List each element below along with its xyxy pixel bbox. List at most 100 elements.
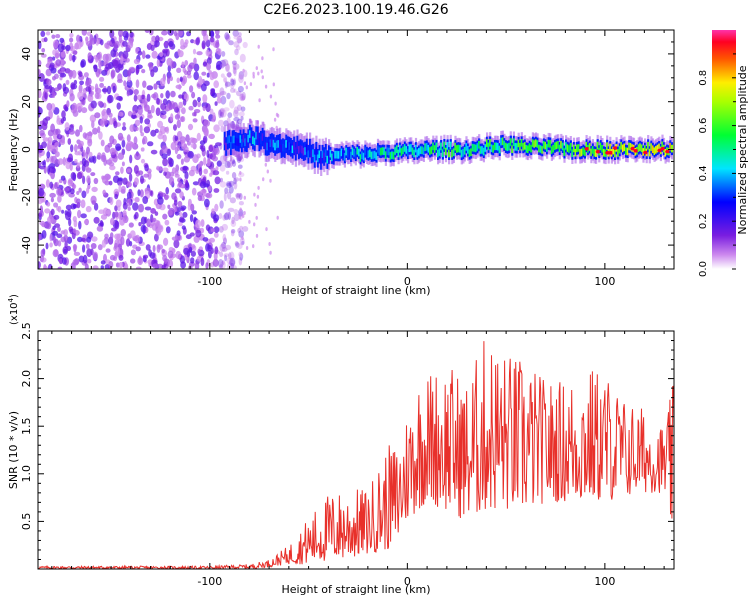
noise-cell — [76, 198, 81, 205]
noise-cell — [78, 187, 82, 193]
noise-cell — [120, 55, 124, 65]
noise-cell — [115, 143, 122, 152]
noise-cell — [82, 132, 87, 139]
noise-cell — [139, 116, 143, 124]
noise-cell — [85, 205, 92, 213]
noise-cell — [216, 97, 222, 104]
spectrogram-panel: -100 0 100 -40 -20 0 20 40 Height of straight l… — [7, 29, 675, 297]
noise-cell — [146, 93, 151, 102]
noise-cell — [72, 244, 78, 250]
noise-cell — [38, 199, 43, 205]
noise-cell — [173, 239, 180, 249]
noise-cell — [45, 179, 50, 188]
noise-cell — [83, 72, 89, 78]
noise-cell — [61, 110, 66, 119]
signal-core — [334, 150, 337, 159]
noise-cell — [209, 72, 215, 81]
noise-cell — [177, 200, 183, 208]
signal-core — [500, 137, 503, 146]
noise-cell — [43, 159, 46, 168]
signal-core — [522, 143, 525, 151]
noise-cell — [38, 160, 41, 169]
noise-cell — [145, 244, 151, 251]
noise-cell — [165, 90, 170, 99]
noise-cell — [73, 251, 81, 256]
signal-core — [572, 144, 576, 153]
noise-cell — [58, 258, 64, 265]
signal-core — [310, 150, 313, 158]
noise-cell — [264, 162, 267, 167]
signal-core — [432, 142, 435, 151]
noise-cell — [162, 213, 168, 220]
noise-cell — [60, 175, 66, 181]
noise-cell — [239, 177, 242, 182]
x-tick-label: 100 — [594, 575, 615, 588]
signal-core — [430, 146, 433, 154]
noise-cell — [238, 257, 243, 266]
noise-cell — [91, 236, 98, 242]
noise-cell — [180, 116, 184, 122]
signal-core — [471, 143, 474, 152]
noise-cell — [220, 111, 224, 118]
signal-core — [487, 142, 490, 151]
noise-cell — [176, 77, 180, 84]
noise-cell — [177, 30, 184, 37]
noise-cell — [226, 182, 232, 188]
signal-core — [361, 151, 364, 159]
noise-cell — [181, 225, 186, 230]
noise-cell — [126, 79, 133, 88]
noise-cell — [52, 230, 58, 236]
noise-cell — [145, 54, 151, 59]
signal-core — [601, 145, 604, 153]
noise-cell — [239, 207, 242, 212]
spectrogram-ticks: -100 0 100 -40 -20 0 20 40 — [20, 29, 674, 288]
signal-core — [324, 149, 327, 157]
signal-core — [271, 138, 274, 147]
noise-cell — [183, 146, 189, 153]
noise-cell — [241, 236, 244, 241]
noise-cell — [216, 160, 222, 167]
noise-cell — [46, 157, 50, 163]
noise-cell — [192, 154, 199, 164]
noise-cell — [170, 90, 176, 98]
noise-cell — [258, 98, 261, 103]
signal-core — [549, 140, 552, 148]
signal-core — [403, 144, 406, 152]
noise-cell — [98, 209, 105, 214]
noise-cell — [243, 81, 247, 86]
signal-core — [279, 139, 282, 148]
noise-cell — [85, 243, 90, 249]
noise-cell — [216, 60, 223, 70]
signal-core — [596, 141, 599, 150]
noise-cell — [114, 42, 118, 51]
noise-cell — [63, 234, 69, 242]
signal-core — [523, 142, 527, 150]
noise-cell — [233, 106, 239, 115]
noise-cell — [125, 238, 131, 247]
signal-core — [501, 137, 504, 146]
signal-core — [516, 143, 519, 151]
noise-cell — [186, 74, 192, 79]
signal-core — [495, 142, 498, 151]
noise-cell — [163, 171, 167, 177]
noise-cell — [57, 205, 62, 213]
noise-cell — [76, 162, 80, 169]
noise-cell — [71, 69, 77, 79]
noise-cell — [72, 203, 77, 209]
signal-core — [245, 139, 248, 147]
noise-cell — [92, 127, 98, 135]
noise-cell — [205, 39, 211, 48]
signal-core — [429, 147, 432, 155]
noise-cell — [195, 37, 200, 46]
noise-cell — [40, 249, 46, 257]
noise-cell — [121, 126, 127, 131]
noise-cell — [230, 262, 234, 269]
y-tick-label: -20 — [20, 188, 33, 206]
noise-cell — [106, 85, 112, 95]
noise-cell — [115, 199, 122, 208]
noise-cell — [38, 188, 45, 197]
noise-cell — [214, 176, 221, 185]
signal-core — [275, 140, 278, 149]
noise-cell — [106, 40, 112, 46]
noise-cell — [161, 145, 168, 154]
